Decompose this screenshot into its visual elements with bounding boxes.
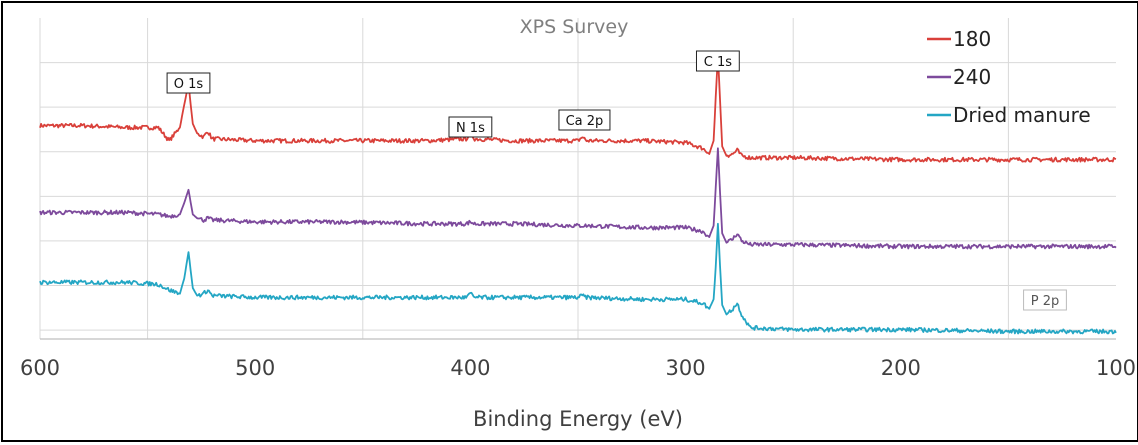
- annotation-label: Ca 2p: [566, 114, 604, 129]
- annotation-box: [695, 50, 740, 72]
- legend: 180 240 Dried manure: [927, 27, 1091, 127]
- annotation-box: [1023, 289, 1067, 311]
- annotation-label: O 1s: [174, 77, 204, 92]
- x-tick-label: 500: [235, 356, 275, 380]
- legend-label: 240: [953, 65, 991, 89]
- x-tick-label: 300: [666, 356, 706, 380]
- annotation-box: [448, 116, 493, 138]
- peak-annotations: O 1s N 1s Ca 2p C 1s P 2p: [166, 50, 1067, 311]
- annotation-label: P 2p: [1031, 294, 1060, 309]
- grid-lines: [39, 18, 1116, 340]
- annotation-label: N 1s: [456, 121, 485, 136]
- x-tick-label: 100: [1096, 356, 1136, 380]
- xps-chart: 600 500 400 300 200 100 XPS Survey O 1s N 1s Ca…: [20, 16, 1136, 431]
- series-line-0: [39, 54, 1117, 163]
- legend-label: 180: [953, 27, 991, 51]
- annotation-label: C 1s: [704, 55, 732, 70]
- series-layer: [39, 54, 1117, 335]
- x-axis-label: Binding Energy (eV): [473, 407, 683, 431]
- x-tick-labels: 600 500 400 300 200 100: [20, 356, 1136, 380]
- chart-title: XPS Survey: [520, 16, 629, 38]
- x-tick-label: 200: [881, 356, 921, 380]
- series-line-2: [39, 222, 1117, 335]
- x-tick-label: 600: [20, 356, 60, 380]
- annotation-box: [558, 109, 611, 131]
- series-line-1: [39, 147, 1117, 250]
- annotation-box: [166, 72, 211, 94]
- x-tick-label: 400: [450, 356, 490, 380]
- legend-label: Dried manure: [953, 103, 1091, 127]
